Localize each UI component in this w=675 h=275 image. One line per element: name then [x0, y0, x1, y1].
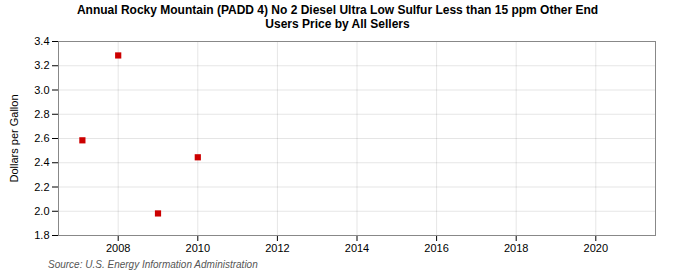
- svg-text:2.0: 2.0: [34, 205, 49, 217]
- svg-text:2020: 2020: [584, 242, 608, 254]
- svg-text:2010: 2010: [186, 242, 210, 254]
- html-text:Source: U.S. Energy Informatio: Source: U.S. Energy Information Administ…: [48, 259, 258, 270]
- svg-text:2016: 2016: [424, 242, 448, 254]
- svg-text:2.6: 2.6: [34, 132, 49, 144]
- svg-text:2018: 2018: [504, 242, 528, 254]
- svg-text:2012: 2012: [265, 242, 289, 254]
- svg-text:3.0: 3.0: [34, 84, 49, 96]
- svg-text:2008: 2008: [106, 242, 130, 254]
- svg-text:2.2: 2.2: [34, 181, 49, 193]
- svg-text:2014: 2014: [345, 242, 369, 254]
- svg-text:1.8: 1.8: [34, 229, 49, 241]
- svg-text:Dollars per Gallon: Dollars per Gallon: [8, 94, 20, 182]
- svg-text:3.2: 3.2: [34, 59, 49, 71]
- svg-text:3.4: 3.4: [34, 35, 49, 47]
- svg-text:2.8: 2.8: [34, 108, 49, 120]
- html-text:Annual Rocky Mountain (PADD 4): Annual Rocky Mountain (PADD 4) No 2 Dies…: [76, 3, 599, 31]
- svg-text:2.4: 2.4: [34, 156, 49, 168]
